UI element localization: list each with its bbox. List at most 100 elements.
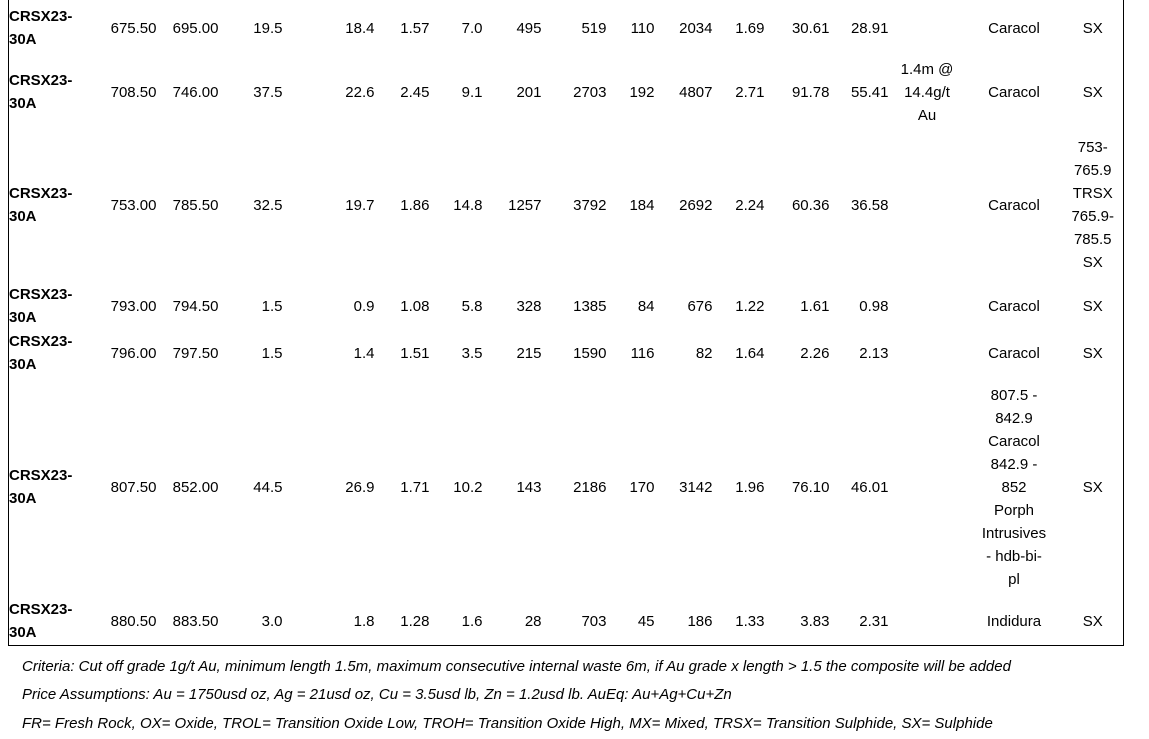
value-cell: 1385 bbox=[573, 297, 607, 315]
value-cell: 880.50 bbox=[110, 612, 157, 630]
zone-cell: SX bbox=[1082, 297, 1103, 315]
value-cell: 32.5 bbox=[253, 196, 283, 214]
value-cell: 9.1 bbox=[461, 83, 483, 101]
value-cell: 44.5 bbox=[253, 478, 283, 496]
value-cell: 192 bbox=[629, 83, 655, 101]
value-cell: 19.7 bbox=[345, 196, 375, 214]
value-cell: 1.64 bbox=[735, 344, 765, 362]
value-cell: 26.9 bbox=[345, 478, 375, 496]
zone-cell: 753- 765.9 TRSX 765.9- 785.5 SX bbox=[1071, 139, 1115, 271]
lithology-cell: Caracol bbox=[988, 196, 1040, 214]
lithology-cell: Indidura bbox=[986, 612, 1042, 630]
zone-cell: SX bbox=[1082, 19, 1103, 37]
value-cell: 1.8 bbox=[353, 612, 375, 630]
value-cell: 2186 bbox=[573, 478, 607, 496]
value-cell: 676 bbox=[687, 297, 713, 315]
value-cell: 46.01 bbox=[850, 478, 889, 496]
value-cell: 753.00 bbox=[110, 196, 157, 214]
hole-id-cell: CRSX23-30A bbox=[9, 8, 73, 48]
value-cell: 2692 bbox=[679, 196, 713, 214]
assay-table-body: CRSX23-30A 675.50 695.00 19.5 18.4 1.57 7.0 495… bbox=[9, 0, 1124, 645]
value-cell: 852.00 bbox=[172, 478, 219, 496]
lithology-cell: Caracol bbox=[988, 19, 1040, 37]
value-cell: 328 bbox=[516, 297, 542, 315]
value-cell: 91.78 bbox=[791, 83, 830, 101]
value-cell: 1.57 bbox=[400, 19, 430, 37]
value-cell: 45 bbox=[637, 612, 655, 630]
note-cell bbox=[889, 282, 966, 330]
value-cell: 796.00 bbox=[110, 344, 157, 362]
value-cell: 3.5 bbox=[461, 344, 483, 362]
value-cell: 703 bbox=[581, 612, 607, 630]
zone-cell: SX bbox=[1082, 612, 1103, 630]
value-cell: 14.8 bbox=[453, 196, 483, 214]
value-cell: 675.50 bbox=[110, 19, 157, 37]
value-cell: 1.08 bbox=[400, 297, 430, 315]
value-cell: 1.5 bbox=[261, 297, 283, 315]
value-cell: 1.5 bbox=[261, 344, 283, 362]
value-cell: 37.5 bbox=[253, 83, 283, 101]
value-cell: 2.31 bbox=[859, 612, 889, 630]
value-cell: 1.86 bbox=[400, 196, 430, 214]
value-cell: 1.71 bbox=[400, 478, 430, 496]
table-row: CRSX23-30A 796.00 797.50 1.5 1.4 1.51 3.5 215 15… bbox=[9, 330, 1124, 376]
value-cell: 1.6 bbox=[461, 612, 483, 630]
table-row: CRSX23-30A 708.50 746.00 37.5 22.6 2.45 9.1 201… bbox=[9, 56, 1124, 128]
value-cell: 60.36 bbox=[791, 196, 830, 214]
value-cell: 1.22 bbox=[735, 297, 765, 315]
value-cell: 3792 bbox=[573, 196, 607, 214]
hole-id-cell: CRSX23-30A bbox=[9, 72, 73, 112]
table-row: CRSX23-30A 793.00 794.50 1.5 0.9 1.08 5.8 328 13… bbox=[9, 282, 1124, 330]
note-cell: 1.4m @ 14.4g/t Au bbox=[900, 60, 954, 124]
value-cell: 2034 bbox=[679, 19, 713, 37]
value-cell: 55.41 bbox=[850, 83, 889, 101]
value-cell: 28 bbox=[524, 612, 542, 630]
value-cell: 82 bbox=[695, 344, 713, 362]
value-cell: 184 bbox=[629, 196, 655, 214]
value-cell: 1257 bbox=[508, 196, 542, 214]
value-cell: 22.6 bbox=[345, 83, 375, 101]
value-cell: 84 bbox=[637, 297, 655, 315]
zone-cell: SX bbox=[1082, 344, 1103, 362]
value-cell: 10.2 bbox=[453, 478, 483, 496]
footnote-abbreviations: FR= Fresh Rock, OX= Oxide, TROL= Transit… bbox=[22, 714, 993, 732]
zone-cell: SX bbox=[1082, 83, 1103, 101]
hole-id-cell: CRSX23-30A bbox=[9, 185, 73, 225]
zone-cell: SX bbox=[1082, 478, 1103, 496]
note-cell bbox=[889, 330, 966, 376]
value-cell: 0.98 bbox=[859, 297, 889, 315]
value-cell: 186 bbox=[687, 612, 713, 630]
value-cell: 746.00 bbox=[172, 83, 219, 101]
value-cell: 1.4 bbox=[353, 344, 375, 362]
note-cell bbox=[889, 128, 966, 282]
lithology-cell: 807.5 - 842.9 Caracol 842.9 - 852 Porph … bbox=[981, 386, 1047, 588]
hole-id-cell: CRSX23-30A bbox=[9, 333, 73, 373]
value-cell: 4807 bbox=[679, 83, 713, 101]
hole-id-cell: CRSX23-30A bbox=[9, 467, 73, 507]
value-cell: 794.50 bbox=[172, 297, 219, 315]
value-cell: 2.13 bbox=[859, 344, 889, 362]
value-cell: 19.5 bbox=[253, 19, 283, 37]
value-cell: 215 bbox=[516, 344, 542, 362]
value-cell: 785.50 bbox=[172, 196, 219, 214]
value-cell: 2.24 bbox=[735, 196, 765, 214]
value-cell: 0.9 bbox=[353, 297, 375, 315]
table-row: CRSX23-30A 753.00 785.50 32.5 19.7 1.86 14.8 12… bbox=[9, 128, 1124, 282]
value-cell: 797.50 bbox=[172, 344, 219, 362]
value-cell: 519 bbox=[581, 19, 607, 37]
value-cell: 495 bbox=[516, 19, 542, 37]
note-cell bbox=[889, 598, 966, 645]
value-cell: 116 bbox=[630, 344, 655, 362]
value-cell: 1.96 bbox=[735, 478, 765, 496]
lithology-cell: Caracol bbox=[988, 83, 1040, 101]
value-cell: 1.28 bbox=[400, 612, 430, 630]
value-cell: 1.33 bbox=[735, 612, 765, 630]
value-cell: 1.61 bbox=[800, 297, 830, 315]
table-row: CRSX23-30A 675.50 695.00 19.5 18.4 1.57 7.0 495… bbox=[9, 0, 1124, 56]
value-cell: 1.69 bbox=[735, 19, 765, 37]
value-cell: 1.51 bbox=[400, 344, 430, 362]
note-cell bbox=[889, 0, 966, 56]
value-cell: 695.00 bbox=[172, 19, 219, 37]
lithology-cell: Caracol bbox=[988, 344, 1040, 362]
